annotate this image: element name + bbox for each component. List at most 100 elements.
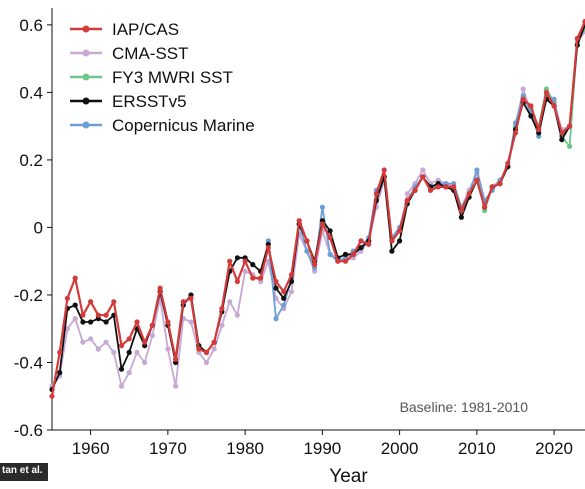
x-tick-label: 1990 — [303, 439, 341, 458]
data-point — [536, 126, 542, 133]
data-point — [319, 221, 325, 227]
x-tick-label: 2000 — [381, 439, 419, 458]
data-point — [126, 349, 132, 355]
series-layer — [49, 18, 585, 399]
legend-swatch-marker — [82, 121, 90, 129]
data-point — [443, 184, 449, 190]
y-tick-label: -0.6 — [14, 421, 43, 440]
data-point — [281, 295, 287, 301]
series-line — [267, 94, 571, 320]
data-point — [203, 359, 210, 366]
data-point — [203, 349, 210, 355]
data-point — [458, 214, 464, 220]
data-point — [389, 238, 395, 244]
legend: IAP/CAS CMA-SST FY3 MWRI SST ERSSTv5 Coperni… — [70, 20, 255, 135]
data-point — [474, 177, 480, 183]
data-point — [327, 251, 333, 257]
data-point — [173, 383, 179, 389]
data-point — [95, 346, 101, 352]
data-point — [219, 305, 225, 312]
data-point — [250, 275, 256, 281]
image-credit: tan et al. — [2, 465, 43, 476]
data-point — [242, 268, 248, 274]
y-tick-label: -0.4 — [14, 353, 43, 372]
data-point — [188, 319, 194, 325]
legend-label: ERSSTv5 — [112, 92, 187, 111]
y-axis: 0.6 0.4 0.2 0 -0.2 -0.4 -0.6 — [14, 8, 53, 440]
data-point — [49, 393, 55, 399]
data-point — [188, 295, 194, 301]
data-point — [165, 319, 171, 325]
baseline-annotation: Baseline: 1981-2010 — [400, 399, 529, 415]
legend-swatch-marker — [82, 73, 90, 81]
data-point — [165, 346, 171, 352]
data-point — [350, 251, 356, 257]
data-point — [72, 275, 78, 281]
data-point — [412, 187, 418, 193]
data-point — [250, 262, 256, 268]
legend-label: CMA-SST — [112, 44, 189, 63]
data-point — [211, 346, 217, 352]
data-point — [397, 228, 403, 234]
data-point — [72, 316, 78, 322]
data-point — [288, 289, 295, 295]
data-point — [118, 366, 125, 372]
data-point — [80, 312, 86, 318]
data-point — [482, 204, 488, 210]
y-tick-label: 0.6 — [19, 16, 43, 35]
data-point — [142, 359, 148, 366]
data-point — [111, 299, 117, 305]
data-point — [265, 245, 271, 251]
data-point — [582, 18, 585, 25]
data-point — [88, 336, 94, 342]
legend-swatch-marker — [82, 25, 90, 33]
data-point — [327, 228, 333, 234]
data-point — [451, 184, 457, 190]
legend-swatch-marker — [82, 97, 90, 105]
data-point — [574, 35, 580, 42]
data-point — [118, 383, 125, 389]
data-point — [273, 316, 279, 322]
data-point — [304, 248, 310, 254]
data-point — [173, 356, 179, 362]
data-point — [219, 322, 225, 328]
data-point — [427, 187, 434, 193]
x-tick-label: 2010 — [458, 439, 496, 458]
x-tick-label: 2020 — [535, 439, 573, 458]
data-point — [551, 103, 557, 109]
data-point — [196, 346, 202, 352]
data-point — [126, 336, 132, 342]
x-tick-label: 1970 — [149, 439, 187, 458]
data-point — [373, 191, 379, 197]
data-point — [404, 191, 410, 197]
data-point — [466, 191, 472, 197]
data-point — [505, 160, 511, 166]
data-point — [497, 181, 503, 187]
data-point — [559, 130, 565, 136]
data-point — [80, 339, 86, 345]
y-tick-label: 0 — [34, 218, 43, 237]
data-point — [435, 184, 441, 190]
data-point — [64, 326, 70, 332]
data-point — [273, 285, 279, 291]
data-point — [358, 245, 364, 251]
data-point — [211, 339, 217, 345]
data-point — [567, 143, 573, 149]
data-point — [64, 295, 70, 301]
data-point — [397, 238, 403, 244]
series-iap-cas — [49, 18, 585, 399]
data-point — [489, 184, 495, 190]
data-point — [474, 167, 480, 173]
data-point — [304, 238, 310, 244]
data-point — [258, 275, 264, 281]
series-line — [51, 31, 585, 388]
data-point — [342, 258, 349, 264]
data-point — [157, 285, 163, 291]
y-tick-label: 0.2 — [19, 151, 43, 170]
data-point — [57, 349, 63, 355]
data-point — [234, 312, 240, 318]
data-point — [288, 272, 295, 278]
legend-label: FY3 MWRI SST — [112, 68, 233, 87]
data-point — [520, 96, 526, 102]
data-point — [420, 167, 426, 173]
